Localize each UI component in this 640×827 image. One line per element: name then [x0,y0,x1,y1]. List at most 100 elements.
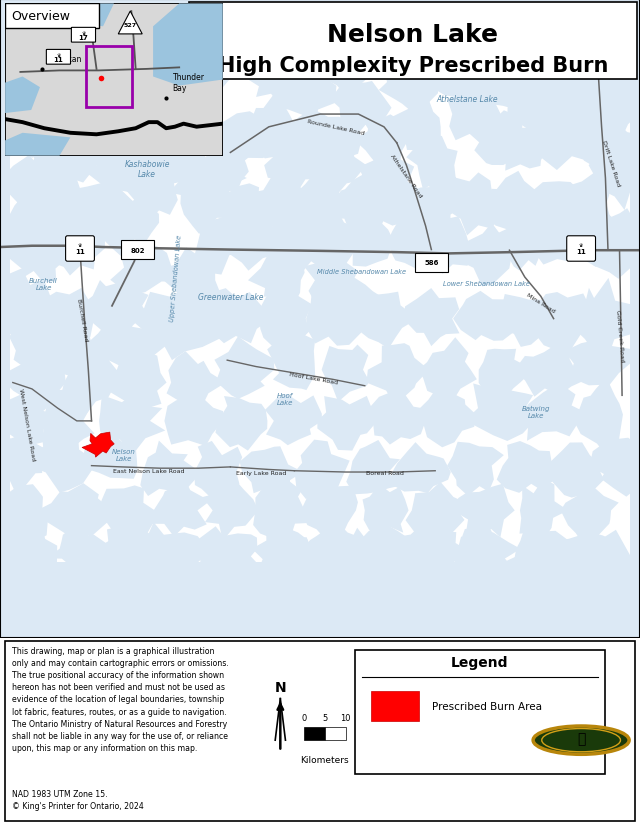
Text: 11: 11 [75,249,85,255]
Polygon shape [179,16,269,98]
Polygon shape [460,528,520,571]
Polygon shape [322,345,369,403]
Polygon shape [248,252,305,312]
Text: Athelstane Lake: Athelstane Lake [436,94,498,103]
Polygon shape [534,72,610,130]
Polygon shape [408,178,465,237]
Text: Lower Shebandowan Lake: Lower Shebandowan Lake [443,281,530,287]
Polygon shape [140,125,206,184]
Polygon shape [481,28,557,79]
Text: 11: 11 [576,249,586,255]
Text: Upper Shebandowan Lake: Upper Shebandowan Lake [169,234,183,322]
Text: Middle Shebandowan Lake: Middle Shebandowan Lake [317,268,406,275]
Polygon shape [586,71,640,133]
Polygon shape [3,198,58,263]
Polygon shape [388,101,441,160]
Polygon shape [294,440,349,500]
Polygon shape [581,1,640,44]
Polygon shape [195,218,249,275]
Polygon shape [202,481,259,541]
Bar [0,562,640,638]
Polygon shape [202,112,278,167]
Polygon shape [520,480,568,542]
Polygon shape [140,441,200,496]
Polygon shape [561,478,619,543]
Polygon shape [392,442,451,494]
Polygon shape [0,17,66,83]
Polygon shape [492,125,548,171]
Polygon shape [104,98,174,158]
Polygon shape [497,442,554,493]
Polygon shape [150,533,207,569]
Polygon shape [9,327,69,380]
Polygon shape [354,115,408,173]
Polygon shape [99,191,159,256]
Polygon shape [302,525,365,566]
Polygon shape [332,174,389,235]
Polygon shape [529,293,596,351]
Bar [630,0,640,638]
Text: 0: 0 [301,713,307,722]
Polygon shape [5,134,70,156]
Polygon shape [484,172,539,232]
Polygon shape [231,16,293,52]
Text: Overview: Overview [12,10,70,23]
Text: Gold Creek Road: Gold Creek Road [615,308,624,361]
Text: 17: 17 [79,35,88,41]
Polygon shape [505,534,581,642]
Polygon shape [495,213,549,271]
Polygon shape [127,14,200,77]
Text: Atikokan: Atikokan [49,55,82,64]
Polygon shape [118,12,142,35]
Polygon shape [60,179,130,229]
Bar [189,3,637,80]
Text: ♛: ♛ [56,53,61,58]
Polygon shape [164,393,223,447]
Polygon shape [196,148,249,195]
Polygon shape [169,150,247,204]
Polygon shape [166,351,226,416]
Polygon shape [413,393,476,447]
FancyBboxPatch shape [72,28,95,43]
Polygon shape [304,251,358,304]
Text: Hoof
Lake: Hoof Lake [276,393,293,405]
Polygon shape [0,56,83,115]
Polygon shape [195,289,271,344]
Polygon shape [80,280,149,338]
Polygon shape [130,288,225,361]
Polygon shape [251,173,315,228]
Polygon shape [68,74,143,136]
Polygon shape [180,174,233,235]
Text: Burchell
Lake: Burchell Lake [29,278,58,290]
Polygon shape [297,172,349,237]
Text: Thunder
Bay: Thunder Bay [173,74,205,93]
Polygon shape [150,480,210,537]
Polygon shape [289,23,358,69]
Polygon shape [514,51,579,110]
Polygon shape [33,426,94,493]
Polygon shape [63,533,131,640]
Polygon shape [474,111,522,166]
Polygon shape [216,397,268,451]
Text: High Complexity Prescribed Burn: High Complexity Prescribed Burn [218,56,608,76]
Polygon shape [86,319,168,378]
Text: Hoof Lake Road: Hoof Lake Road [289,371,338,385]
Polygon shape [568,530,636,649]
Polygon shape [250,529,328,644]
Polygon shape [490,294,554,347]
Polygon shape [440,523,509,644]
Polygon shape [37,484,112,538]
Polygon shape [239,447,303,501]
Polygon shape [119,523,190,642]
Polygon shape [46,530,108,569]
Polygon shape [470,0,600,41]
Polygon shape [535,213,589,265]
Polygon shape [326,528,395,652]
Polygon shape [560,25,632,90]
Polygon shape [589,438,640,497]
Polygon shape [41,16,156,97]
Polygon shape [306,286,361,347]
Text: N: N [275,681,286,695]
Polygon shape [508,79,570,133]
Text: 11: 11 [54,56,63,63]
